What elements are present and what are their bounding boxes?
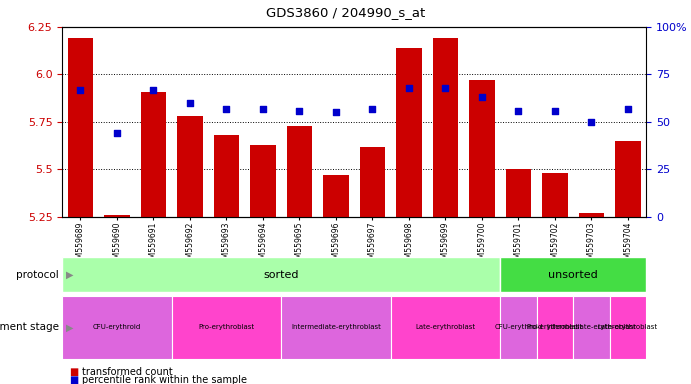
Point (549, 108, 560, 114)
Text: CFU-erythroid: CFU-erythroid (494, 324, 542, 330)
Point (440, 84, 451, 91)
Text: ■: ■ (69, 375, 78, 384)
Bar (500, 257, 646, 292)
Bar (104, 215, 130, 217)
Point (404, 84, 415, 91)
Bar (506, 169, 531, 217)
Bar (615, 141, 641, 217)
Bar (537, 296, 573, 359)
Text: protocol: protocol (16, 270, 59, 280)
Text: CFU-erythroid: CFU-erythroid (93, 324, 141, 330)
Point (294, 108, 305, 114)
Bar (323, 175, 349, 217)
Text: Pro-erythroblast: Pro-erythroblast (527, 324, 583, 330)
Point (623, 106, 634, 112)
Text: Intermediate-erythroblast: Intermediate-erythroblast (547, 324, 636, 330)
Point (148, 86, 159, 93)
Bar (62, 296, 171, 359)
Bar (542, 173, 567, 217)
Bar (578, 213, 604, 217)
Point (75, 86, 86, 93)
Bar (359, 147, 385, 217)
Text: percentile rank within the sample: percentile rank within the sample (82, 375, 247, 384)
Bar (141, 91, 167, 217)
Bar (573, 296, 609, 359)
Text: ▶: ▶ (66, 270, 73, 280)
Point (257, 106, 268, 112)
Bar (250, 145, 276, 217)
Bar (396, 48, 422, 217)
Bar (214, 135, 239, 217)
Bar (609, 296, 646, 359)
Bar (500, 296, 537, 359)
Bar (68, 38, 93, 217)
Bar (469, 80, 495, 217)
Point (476, 94, 487, 100)
Text: Intermediate-erythroblast: Intermediate-erythroblast (291, 324, 381, 330)
Bar (281, 296, 390, 359)
Text: transformed count: transformed count (82, 367, 172, 377)
Text: sorted: sorted (263, 270, 299, 280)
Text: Pro-erythroblast: Pro-erythroblast (198, 324, 254, 330)
Text: development stage: development stage (0, 322, 59, 333)
Point (586, 119, 597, 125)
Point (221, 106, 232, 112)
Text: Late-erythroblast: Late-erythroblast (415, 324, 475, 330)
Point (330, 109, 341, 116)
Bar (390, 296, 500, 359)
Text: unsorted: unsorted (548, 270, 598, 280)
Bar (433, 38, 458, 217)
Text: GDS3860 / 204990_s_at: GDS3860 / 204990_s_at (266, 6, 425, 19)
Text: ▶: ▶ (66, 322, 73, 333)
Bar (62, 257, 500, 292)
Text: Late-erythroblast: Late-erythroblast (598, 324, 658, 330)
Bar (177, 116, 202, 217)
Point (367, 106, 378, 112)
Point (184, 100, 196, 106)
Bar (287, 126, 312, 217)
Bar (171, 296, 281, 359)
Text: ■: ■ (69, 367, 78, 377)
Point (513, 108, 524, 114)
Point (111, 130, 122, 136)
